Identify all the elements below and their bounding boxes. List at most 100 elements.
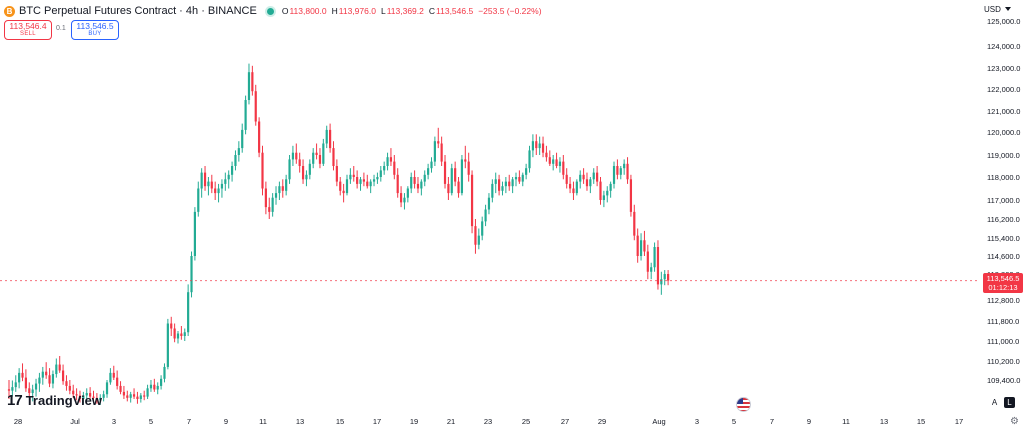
candle — [555, 152, 558, 169]
candle — [21, 363, 24, 382]
price-axis[interactable]: 125,000.0 124,000.0 123,000.0 122,000.0 121,… — [987, 17, 1020, 385]
currency-dropdown[interactable]: USD — [984, 5, 1011, 14]
candle — [301, 159, 305, 184]
candle-body — [7, 389, 11, 391]
candle — [129, 391, 132, 403]
candle-body — [538, 143, 541, 149]
candle-body — [315, 152, 318, 155]
candle — [274, 186, 278, 205]
buy-button[interactable]: 113,546.5 BUY — [71, 20, 119, 40]
candle — [48, 368, 51, 388]
x-tick-label: 5 — [732, 417, 736, 426]
candle — [166, 318, 169, 370]
candle — [650, 262, 653, 280]
candle — [332, 141, 335, 171]
candle — [541, 136, 545, 158]
x-tick-label: 9 — [224, 417, 228, 426]
candle-body — [220, 183, 224, 189]
candle — [197, 181, 200, 217]
candle-body — [430, 161, 433, 169]
candle-body — [572, 188, 575, 194]
candle-body — [609, 183, 612, 191]
candle — [596, 166, 599, 187]
candle-body — [653, 247, 656, 268]
settings-gear-icon[interactable]: ⚙ — [1010, 416, 1019, 427]
candle-body — [626, 163, 629, 180]
us-flag-icon[interactable] — [736, 397, 751, 412]
candle — [626, 157, 629, 184]
candle — [575, 179, 578, 196]
candle-body — [457, 181, 460, 194]
candle — [258, 117, 261, 158]
candle — [85, 388, 88, 401]
candle — [359, 177, 362, 191]
candle — [288, 155, 291, 184]
symbol-title[interactable]: BTC Perpetual Futures Contract · 4h · BI… — [19, 5, 257, 17]
candle-body — [585, 179, 589, 187]
candle — [562, 155, 565, 180]
candle — [619, 166, 622, 180]
candle — [251, 65, 254, 96]
candle — [629, 174, 633, 217]
candle-body — [636, 235, 639, 256]
candle — [295, 143, 298, 164]
high-value: 113,976.0 — [338, 6, 376, 16]
y-tick-label: 125,000.0 — [987, 17, 1020, 26]
x-tick-label: Jul — [70, 417, 80, 426]
candle — [193, 207, 196, 261]
bar-countdown: 01:12:13 — [988, 283, 1018, 292]
log-scale-button[interactable]: L — [1004, 397, 1015, 408]
auto-scale-button[interactable]: A — [991, 398, 998, 407]
candle — [616, 159, 619, 180]
candle-body — [41, 371, 44, 378]
low-value: 113,369.2 — [386, 6, 424, 16]
candle-body — [656, 247, 660, 285]
candle-body — [606, 190, 609, 196]
time-axis[interactable]: 28 Jul 3 5 7 9 11 13 15 17 19 21 23 25 27 29 Aug 3 5 7 9 11 13… — [14, 417, 963, 426]
candle-body — [616, 166, 619, 175]
candle — [660, 271, 663, 295]
candle — [112, 365, 115, 380]
candle-body — [396, 174, 399, 194]
candle-body — [21, 372, 24, 378]
candle-body — [261, 152, 264, 189]
candle-body — [518, 177, 521, 182]
candle — [109, 368, 112, 385]
y-tick-label: 111,800.0 — [987, 317, 1019, 326]
candle — [105, 380, 109, 398]
candle-body — [166, 323, 169, 367]
candle-body — [470, 174, 474, 227]
candle — [457, 177, 460, 198]
y-tick-label: 114,600.0 — [987, 252, 1020, 261]
candle-body — [214, 188, 217, 194]
candle — [396, 168, 399, 198]
candle — [352, 166, 355, 182]
y-tick-label: 122,000.0 — [987, 85, 1020, 94]
candle — [18, 368, 21, 389]
candle — [38, 372, 41, 392]
sell-button[interactable]: 113,546.4 SELL — [4, 20, 52, 40]
candle-body — [484, 209, 487, 222]
candle — [372, 174, 376, 187]
tradingview-logo[interactable]: 17 TradingView — [7, 392, 102, 409]
candle — [501, 181, 504, 196]
candle — [349, 168, 352, 184]
candle — [667, 270, 670, 286]
y-tick-label: 123,000.0 — [987, 64, 1020, 73]
candle — [24, 369, 27, 392]
candle-body — [437, 141, 440, 144]
candle-body — [99, 397, 102, 401]
candle — [663, 270, 666, 286]
candle — [305, 170, 308, 187]
candle — [308, 159, 311, 180]
close-value: 113,546.5 — [436, 6, 474, 16]
candle-body — [508, 181, 511, 187]
candle — [376, 172, 379, 184]
candle — [389, 148, 393, 166]
candle-body — [237, 148, 240, 155]
candle — [68, 380, 71, 395]
symbol-header[interactable]: B BTC Perpetual Futures Contract · 4h · … — [4, 4, 542, 18]
candle — [58, 356, 61, 373]
candle-body — [295, 152, 298, 160]
